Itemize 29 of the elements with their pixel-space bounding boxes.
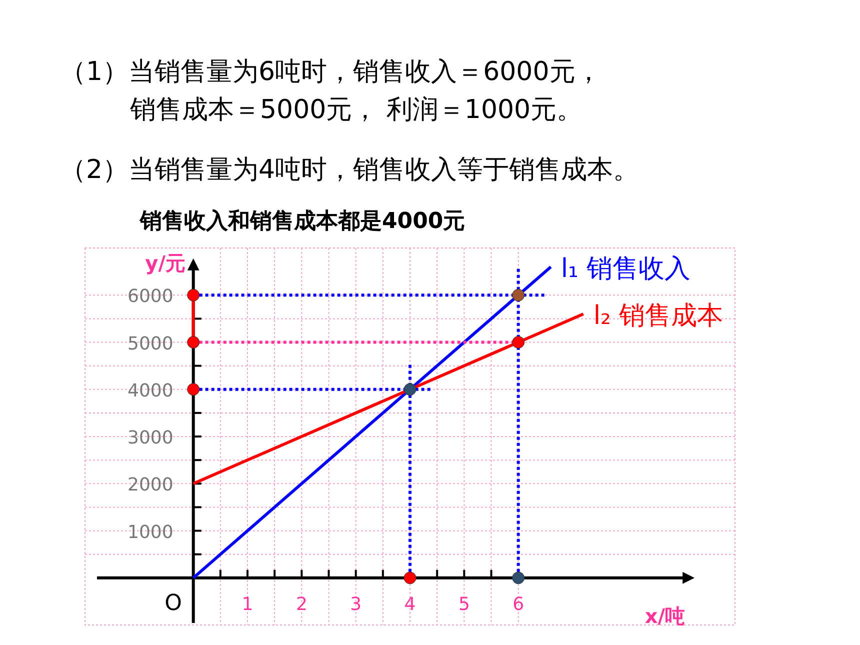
point (512, 336, 525, 348)
x-axis-title: x/吨 (644, 604, 686, 628)
text: 销售收入和销售成本都是4000元 (139, 209, 466, 234)
x-tick-label: 3 (350, 594, 362, 615)
point (187, 336, 200, 348)
y-tick-label: 1000 (128, 522, 174, 543)
x-tick-label: 6 (512, 594, 524, 615)
y-axis-title: y/元 (145, 251, 186, 275)
text: （2）当销售量为4吨时，销售收入等于销售成本。 (60, 155, 640, 185)
x-tick-label: 1 (242, 594, 254, 615)
annotation: O (164, 590, 182, 616)
point (512, 572, 525, 584)
x-tick-label: 5 (458, 594, 470, 615)
y-tick-label: 6000 (128, 286, 174, 308)
point (404, 572, 416, 584)
x-tick-label: 2 (296, 594, 308, 615)
y-tick-label: 3000 (128, 428, 174, 448)
point (404, 383, 416, 396)
text: （1）当销售量为6吨时，销售收入＝6000元， (60, 57, 602, 87)
point (187, 288, 200, 302)
series-label: l₁ 销售收入 (560, 254, 691, 284)
series-label: l₂ 销售成本 (593, 300, 724, 331)
x-tick-label: 4 (404, 594, 416, 615)
point (187, 383, 200, 396)
y-tick-label: 4000 (128, 380, 174, 402)
point (512, 288, 525, 302)
text: 销售成本＝5000元， 利润＝1000元。 (129, 95, 583, 125)
y-tick-label: 2000 (128, 474, 174, 496)
y-tick-label: 5000 (128, 333, 174, 354)
